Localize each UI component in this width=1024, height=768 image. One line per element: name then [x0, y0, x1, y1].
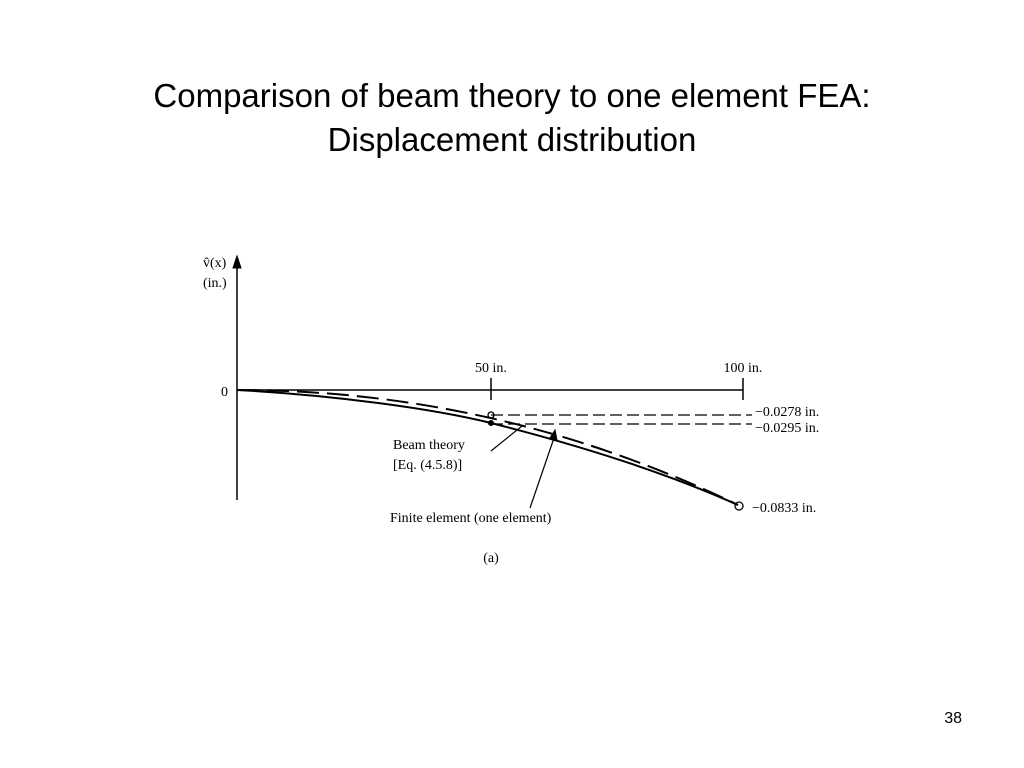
value-label: −0.0295 in.: [755, 421, 819, 436]
page-number: 38: [944, 710, 962, 727]
title-line: Comparison of beam theory to one element…: [153, 77, 870, 114]
node: [488, 420, 494, 426]
node: [487, 411, 495, 419]
curve-label: Finite element (one element): [390, 511, 552, 526]
origin-label: 0: [221, 385, 228, 400]
axis-label: (in.): [203, 276, 227, 291]
leader-arrow: [549, 428, 558, 441]
leader-line: [529, 437, 555, 509]
caption: (a): [483, 551, 499, 566]
x-label: 100 in.: [724, 361, 763, 376]
finite-element-curve: [236, 389, 739, 506]
title-line: Displacement distribution: [328, 121, 697, 158]
axis-label: v̂(x): [203, 256, 227, 271]
value-label: −0.0278 in.: [755, 405, 819, 420]
node: [734, 501, 744, 511]
value-label: −0.0833 in.: [752, 501, 816, 516]
x-label: 50 in.: [475, 361, 507, 376]
figure: [232, 254, 752, 511]
curve-label: [Eq. (4.5.8)]: [393, 458, 462, 473]
leader-line: [490, 425, 523, 452]
curve-label: Beam theory: [393, 438, 465, 453]
axis-arrow: [232, 254, 242, 269]
